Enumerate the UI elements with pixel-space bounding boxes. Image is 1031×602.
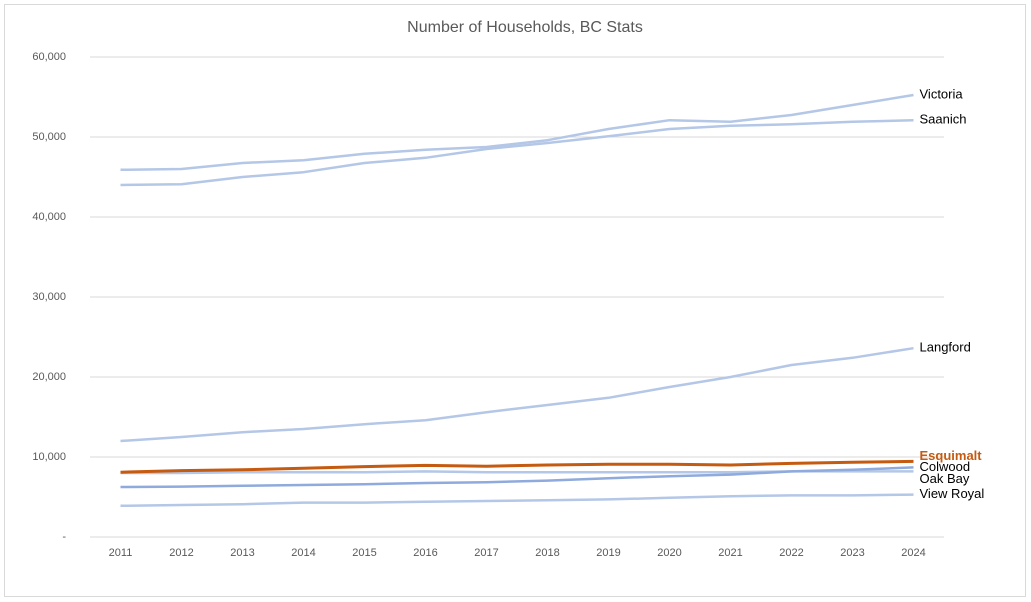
x-tick-label: 2011: [109, 547, 133, 559]
line-series: [120, 493, 914, 508]
x-tick-label: 2017: [474, 547, 498, 559]
line-series: [120, 466, 914, 489]
series-label: Esquimalt: [920, 448, 983, 463]
series-label: Victoria: [920, 86, 964, 101]
line-series: [120, 459, 914, 474]
y-tick-label: 40,000: [32, 211, 66, 223]
line-series: [120, 93, 914, 172]
x-tick-label: 2019: [596, 547, 620, 559]
x-tick-label: 2016: [413, 547, 437, 559]
x-tick-label: 2018: [535, 547, 559, 559]
y-tick-label: 50,000: [32, 131, 66, 143]
x-tick-label: 2022: [779, 547, 803, 559]
series-label: Saanich: [920, 112, 967, 127]
x-tick-label: 2024: [901, 547, 925, 559]
x-tick-label: 2012: [169, 547, 193, 559]
y-tick-label: 20,000: [32, 371, 66, 383]
chart-title: Number of Households, BC Stats: [407, 19, 643, 36]
x-tick-label: 2014: [291, 547, 315, 559]
y-tick-label: 60,000: [32, 51, 66, 63]
series-label: View Royal: [920, 486, 985, 501]
chart-frame: [4, 4, 1026, 597]
line-series: [120, 346, 914, 443]
y-tick-label: 10,000: [32, 451, 66, 463]
series-label: Langford: [920, 340, 971, 355]
x-tick-label: 2015: [352, 547, 376, 559]
series-label: Colwood: [920, 459, 971, 474]
y-tick-label: -: [62, 531, 66, 543]
x-tick-label: 2020: [657, 547, 681, 559]
x-tick-label: 2013: [230, 547, 254, 559]
y-tick-label: 30,000: [32, 291, 66, 303]
x-tick-label: 2023: [840, 547, 864, 559]
x-tick-label: 2021: [718, 547, 742, 559]
line-series: [120, 118, 914, 187]
series-label: Oak Bay: [920, 471, 970, 486]
